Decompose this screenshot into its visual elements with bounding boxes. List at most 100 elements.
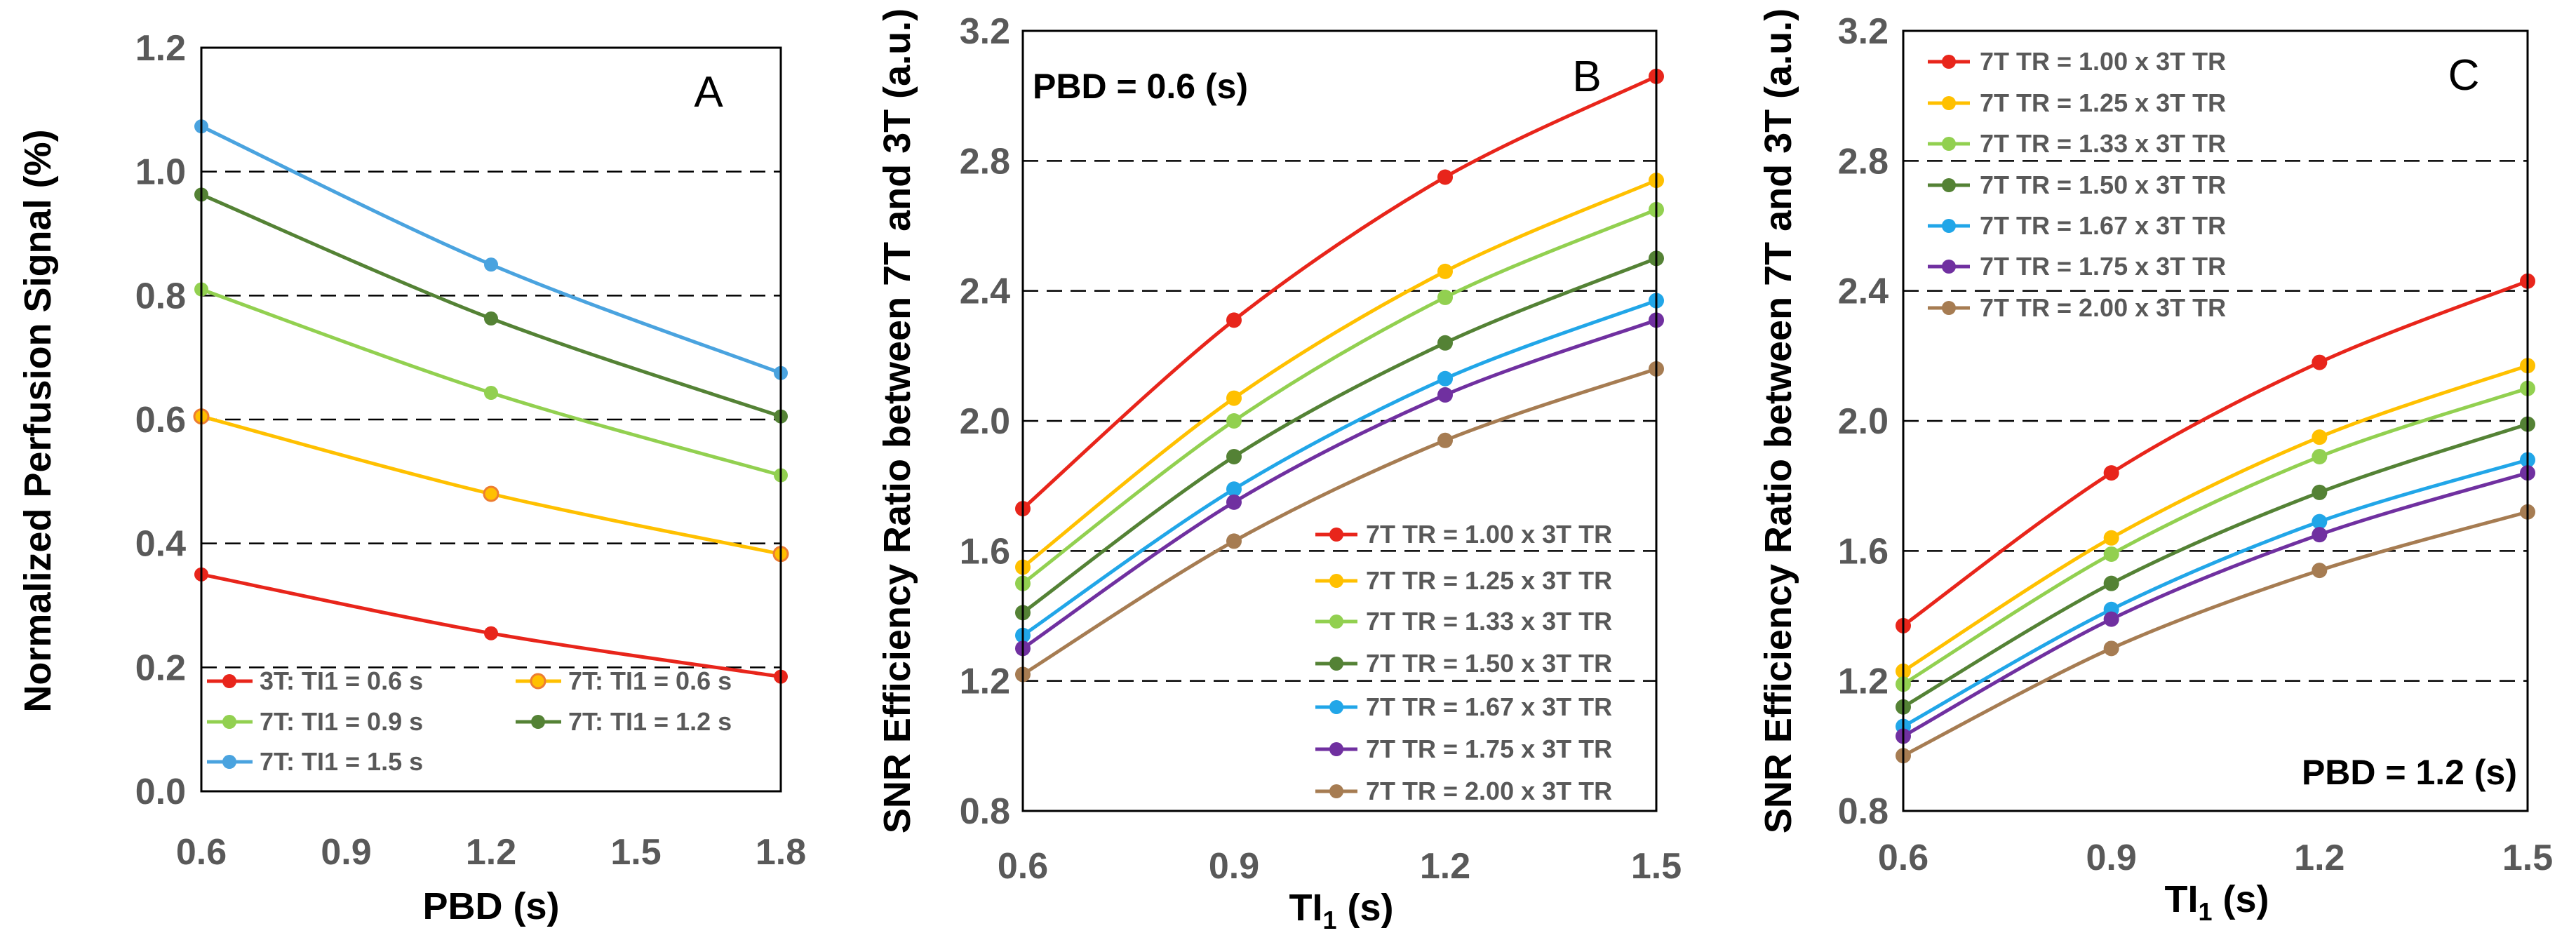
series-line bbox=[1902, 363, 2528, 673]
legend-item: 7T: TI1 = 0.9 s bbox=[207, 707, 423, 736]
legend-item: 7T: TI1 = 1.5 s bbox=[207, 747, 423, 776]
legend-swatch-marker bbox=[1942, 137, 1956, 151]
data-point bbox=[2103, 640, 2119, 657]
data-point bbox=[484, 257, 498, 272]
panel-c-ytick: 0.8 bbox=[1838, 791, 1889, 832]
panel-a-ytick: 0.6 bbox=[135, 400, 186, 441]
panel-a-xtick: 0.9 bbox=[321, 832, 371, 873]
data-point bbox=[484, 386, 498, 401]
data-point bbox=[1226, 448, 1242, 464]
panel-a-xtick: 1.8 bbox=[756, 832, 806, 873]
legend-swatch-marker bbox=[222, 755, 236, 769]
panel-a-ytick: 1.2 bbox=[135, 28, 186, 69]
data-point bbox=[1437, 263, 1453, 279]
data-point bbox=[1437, 387, 1453, 403]
legend-label: 7T: TI1 = 0.6 s bbox=[568, 666, 732, 695]
legend-label: 7T TR = 1.25 x 3T TR bbox=[1366, 566, 1612, 595]
panel-c-xtick: 0.6 bbox=[1878, 838, 1928, 878]
series-line bbox=[200, 124, 781, 375]
legend-item: 7T TR = 1.50 x 3T TR bbox=[1928, 170, 2226, 199]
panel-c-ytick: 1.2 bbox=[1838, 662, 1889, 702]
panel-b-pbd-annotation: PBD = 0.6 (s) bbox=[1033, 67, 1248, 106]
panel-b-series-lines bbox=[1021, 74, 1658, 676]
panel-c-xtick: 1.2 bbox=[2294, 838, 2344, 878]
panel-a-xtick: 1.2 bbox=[466, 832, 516, 873]
panel-b-xtick: 1.2 bbox=[1420, 846, 1470, 887]
legend-label: 7T TR = 2.00 x 3T TR bbox=[1366, 777, 1612, 805]
panel-a: 0.0 0.2 0.4 0.6 0.8 1.0 1.2 0.6 0.9 1.2 … bbox=[17, 28, 806, 927]
data-point bbox=[483, 485, 499, 502]
legend-swatch-marker bbox=[1329, 574, 1343, 588]
legend-label: 7T: TI1 = 1.2 s bbox=[568, 707, 732, 736]
series-line bbox=[1902, 458, 2528, 728]
series-line bbox=[1902, 387, 2528, 686]
legend-item: 7T TR = 2.00 x 3T TR bbox=[1315, 777, 1612, 805]
legend-swatch-marker bbox=[1329, 700, 1343, 714]
panel-b-xtick: 0.9 bbox=[1209, 846, 1259, 887]
data-point bbox=[2103, 611, 2119, 627]
data-point bbox=[1226, 312, 1242, 328]
data-point bbox=[2312, 484, 2328, 500]
data-point bbox=[2103, 546, 2119, 562]
panel-b-x-axis-label: TI1 (s) bbox=[1289, 887, 1393, 933]
legend-label: 7T TR = 1.75 x 3T TR bbox=[1366, 734, 1612, 763]
panel-b-ytick: 2.4 bbox=[960, 271, 1010, 312]
legend-item: 7T TR = 1.67 x 3T TR bbox=[1928, 211, 2226, 240]
legend-swatch-marker bbox=[1942, 301, 1956, 315]
panel-b-ytick: 0.8 bbox=[960, 791, 1010, 832]
legend-label: 7T TR = 1.50 x 3T TR bbox=[1980, 170, 2226, 199]
legend-swatch-marker bbox=[1942, 96, 1956, 110]
legend-label: 7T TR = 1.00 x 3T TR bbox=[1366, 520, 1612, 549]
panel-c-ytick: 2.8 bbox=[1838, 141, 1889, 182]
series-line bbox=[1021, 257, 1657, 615]
panel-b-y-tick-labels: 0.8 1.2 1.6 2.0 2.4 2.8 3.2 bbox=[960, 11, 1010, 832]
panel-c-legend: 7T TR = 1.00 x 3T TR 7T TR = 1.25 x 3T T… bbox=[1928, 47, 2226, 322]
panel-c-ytick: 3.2 bbox=[1838, 11, 1889, 52]
data-point bbox=[1437, 370, 1453, 387]
series-line bbox=[201, 193, 781, 418]
legend-item: 7T TR = 1.75 x 3T TR bbox=[1315, 734, 1612, 763]
panel-b-plot-frame bbox=[1021, 29, 1658, 812]
data-point bbox=[484, 626, 498, 640]
data-point bbox=[1226, 413, 1242, 429]
panel-b-y-axis-label: SNR Efficiency Ratio between 7T and 3T (… bbox=[876, 8, 918, 833]
series-line bbox=[1021, 367, 1657, 676]
panel-a-x-axis-label: PBD (s) bbox=[422, 885, 559, 927]
series-line bbox=[1021, 74, 1658, 510]
panel-a-ytick: 0.8 bbox=[135, 276, 186, 316]
legend-label: 7T TR = 1.75 x 3T TR bbox=[1980, 252, 2226, 281]
series-line bbox=[201, 572, 781, 679]
series-line bbox=[1902, 471, 2528, 738]
legend-swatch-marker bbox=[1329, 784, 1343, 798]
legend-swatch-marker bbox=[1942, 219, 1956, 233]
panel-a-letter: A bbox=[694, 68, 723, 116]
legend-swatch-marker bbox=[1329, 657, 1343, 671]
data-point bbox=[1437, 432, 1453, 448]
legend-label: 7T TR = 1.67 x 3T TR bbox=[1980, 211, 2226, 240]
legend-item: 7T TR = 1.25 x 3T TR bbox=[1928, 88, 2226, 117]
panel-b-legend: 7T TR = 1.00 x 3T TR 7T TR = 1.25 x 3T T… bbox=[1315, 520, 1612, 805]
legend-label: 7T TR = 1.25 x 3T TR bbox=[1980, 88, 2226, 117]
legend-swatch-marker bbox=[1329, 528, 1343, 542]
legend-swatch-marker bbox=[1942, 178, 1956, 192]
legend-swatch-marker bbox=[1329, 615, 1343, 629]
legend-label: 3T: TI1 = 0.6 s bbox=[260, 666, 423, 695]
panel-b-x-axis-label-unit: (s) bbox=[1337, 887, 1394, 929]
legend-label: 7T TR = 1.67 x 3T TR bbox=[1366, 692, 1612, 721]
series-line bbox=[1902, 422, 2528, 709]
data-point bbox=[1226, 481, 1242, 497]
panel-a-legend: 3T: TI1 = 0.6 s 7T: TI1 = 0.6 s 7T: TI1 … bbox=[207, 666, 732, 776]
data-point bbox=[2312, 527, 2328, 543]
legend-item: 7T TR = 1.25 x 3T TR bbox=[1315, 566, 1612, 595]
legend-item: 7T TR = 1.67 x 3T TR bbox=[1315, 692, 1612, 721]
legend-item: 7T TR = 2.00 x 3T TR bbox=[1928, 293, 2226, 322]
data-point bbox=[2312, 429, 2328, 445]
series-line bbox=[1021, 178, 1657, 569]
panel-b-letter: B bbox=[1572, 53, 1601, 101]
panel-c-x-tick-labels: 0.6 0.9 1.2 1.5 bbox=[1878, 838, 2553, 878]
panel-c: 0.8 1.2 1.6 2.0 2.4 2.8 3.2 0.6 0.9 1.2 … bbox=[1757, 8, 2553, 926]
panel-c-ytick: 2.4 bbox=[1838, 271, 1889, 312]
legend-swatch-marker bbox=[222, 674, 236, 688]
panel-b-gridlines bbox=[1023, 160, 1656, 682]
panel-b-ytick: 2.8 bbox=[960, 141, 1010, 182]
